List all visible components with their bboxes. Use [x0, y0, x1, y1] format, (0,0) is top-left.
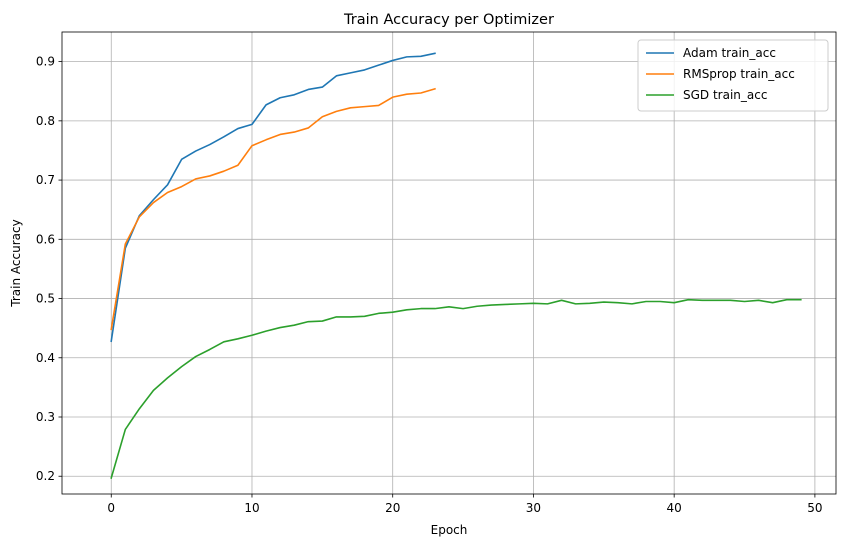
- y-tick-label: 0.3: [36, 410, 55, 424]
- plot-frame: [61, 31, 837, 495]
- legend-label: Adam train_acc: [683, 46, 776, 60]
- y-tick-label: 0.6: [36, 232, 55, 246]
- chart-title: Train Accuracy per Optimizer: [343, 12, 554, 28]
- y-tick-label: 0.7: [36, 173, 55, 187]
- axis-ticks: 0 10 20 30 40 50 0.2 0.3 0.4 0.5 0.6 0.7 0.8 0.9: [36, 55, 823, 515]
- y-tick-label: 0.5: [36, 292, 55, 306]
- series-line-2: [110, 298, 802, 480]
- y-axis-label: Train Accuracy: [9, 219, 23, 307]
- y-tick-label: 0.2: [36, 469, 55, 483]
- y-tick-label: 0.9: [36, 55, 55, 69]
- series-lines: [110, 52, 802, 480]
- x-tick-label: 20: [385, 501, 400, 515]
- x-tick-label: 10: [244, 501, 259, 515]
- x-tick-label: 40: [667, 501, 682, 515]
- legend-label: SGD train_acc: [683, 88, 767, 102]
- legend-frame: [637, 39, 829, 112]
- series-line-0: [110, 52, 436, 343]
- x-tick-label: 50: [807, 501, 822, 515]
- x-axis-label: Epoch: [431, 523, 468, 537]
- legend: Adam train_acc RMSprop train_acc SGD train…: [637, 39, 829, 112]
- legend-label: RMSprop train_acc: [683, 67, 795, 81]
- x-tick-label: 30: [526, 501, 541, 515]
- y-tick-label: 0.8: [36, 114, 55, 128]
- series-line-1: [110, 87, 436, 331]
- y-tick-label: 0.4: [36, 351, 55, 365]
- x-tick-label: 0: [107, 501, 115, 515]
- grid-lines: [62, 32, 836, 494]
